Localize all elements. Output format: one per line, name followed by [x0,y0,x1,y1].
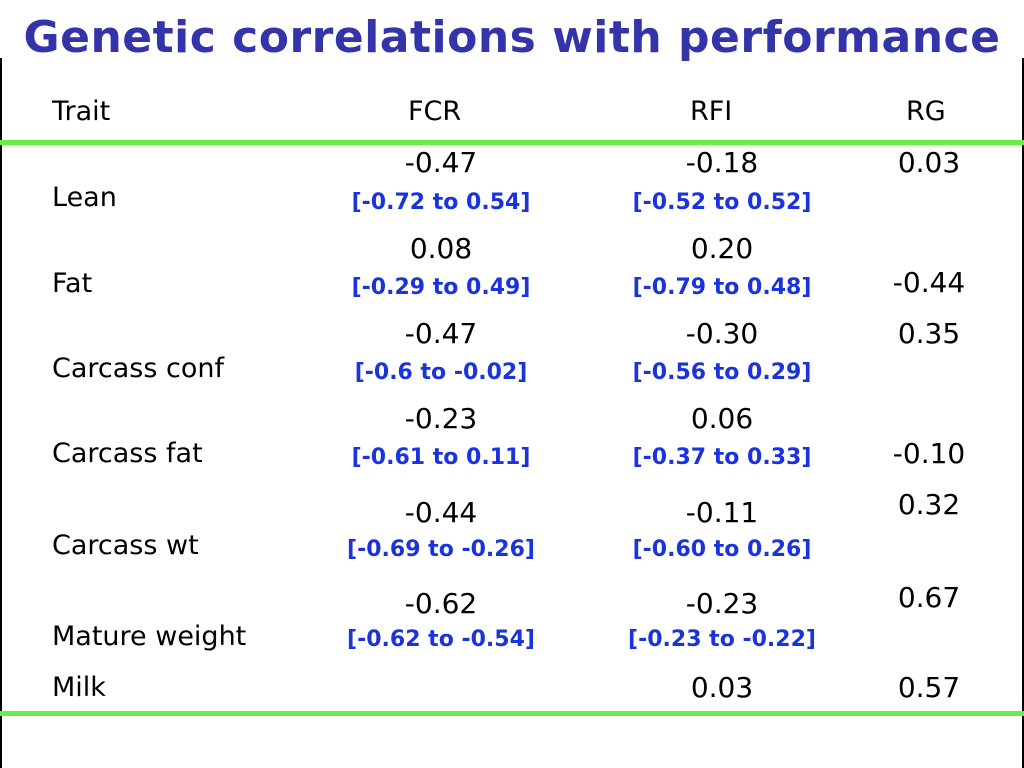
rfi-interval: [-0.79 to 0.48] [632,275,812,300]
fcr-value: -0.62 [404,587,478,620]
rg-value: 0.03 [897,146,961,179]
rfi-value: 0.03 [690,671,754,704]
header-divider [0,140,1024,145]
rg-value: -0.44 [892,266,966,299]
table-bottom-divider [0,711,1024,716]
fcr-value: -0.23 [404,402,478,435]
rg-value: 0.57 [897,671,961,704]
rg-value: 0.32 [897,488,961,521]
rfi-interval: [-0.60 to 0.26] [632,537,812,562]
rfi-value: -0.11 [685,496,759,529]
fcr-value: -0.47 [404,146,478,179]
rfi-interval: [-0.23 to -0.22] [628,627,816,652]
rfi-value: 0.20 [690,232,754,265]
header-rfi: RFI [690,96,733,127]
header-trait: Trait [52,96,111,127]
fcr-interval: [-0.69 to -0.26] [347,537,535,562]
fcr-interval: [-0.6 to -0.02] [354,360,528,385]
fcr-interval: [-0.29 to 0.49] [351,275,531,300]
header-rg: RG [906,96,946,127]
rfi-interval: [-0.56 to 0.29] [632,360,812,385]
header-fcr: FCR [408,96,462,127]
rg-value: 0.67 [897,581,961,614]
trait-label: Fat [52,268,93,299]
rfi-value: -0.18 [685,146,759,179]
trait-label: Carcass conf [52,353,224,384]
fcr-value: 0.08 [409,232,473,265]
slide-title: Genetic correlations with performance [23,12,1001,63]
fcr-interval: [-0.62 to -0.54] [347,627,535,652]
trait-label: Carcass fat [52,438,203,469]
trait-label: Mature weight [52,621,247,652]
rg-value: -0.10 [892,437,966,470]
frame-left-border [0,58,2,768]
fcr-interval: [-0.61 to 0.11] [351,445,531,470]
fcr-value: -0.47 [404,317,478,350]
frame-right-border [1022,58,1024,768]
trait-label: Carcass wt [52,530,199,561]
rg-value: 0.35 [897,317,961,350]
fcr-value: -0.44 [404,496,478,529]
rfi-interval: [-0.37 to 0.33] [632,445,812,470]
trait-label: Milk [52,672,106,703]
rfi-value: -0.23 [685,587,759,620]
rfi-interval: [-0.52 to 0.52] [632,190,812,215]
fcr-interval: [-0.72 to 0.54] [351,190,531,215]
rfi-value: 0.06 [690,402,754,435]
rfi-value: -0.30 [685,317,759,350]
trait-label: Lean [52,182,117,213]
